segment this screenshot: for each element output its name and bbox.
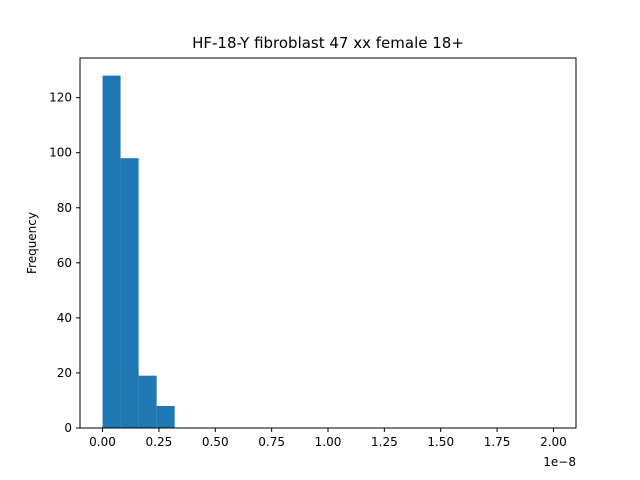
x-tick-label-5: 1.00	[315, 435, 342, 449]
y-tick-label-3: 40	[57, 311, 72, 325]
y-axis-ticks: 0 20 40 60 80 100 120	[49, 91, 80, 435]
x-tick-label-3: 0.50	[202, 435, 229, 449]
x-axis-offset-label: 1e−8	[543, 455, 576, 469]
y-tick-label-4: 60	[57, 256, 72, 270]
y-tick-label-1: 0	[64, 421, 72, 435]
histogram-bars	[102, 75, 175, 429]
y-tick-label-7: 120	[49, 91, 72, 105]
y-tick-label-6: 100	[49, 146, 72, 160]
chart-title: HF-18-Y fibroblast 47 xx female 18+	[192, 34, 464, 52]
y-axis-label: Frequency	[25, 212, 39, 274]
x-tick-label-8: 1.75	[484, 435, 511, 449]
histogram-bar-4	[156, 405, 175, 428]
x-tick-label-9: 2.00	[540, 435, 567, 449]
x-tick-label-4: 0.75	[258, 435, 285, 449]
y-tick-label-2: 20	[57, 366, 72, 380]
histogram-bar-2	[120, 158, 139, 429]
x-tick-label-7: 1.50	[427, 435, 454, 449]
histogram-bar-3	[138, 375, 157, 428]
histogram-bar-1	[102, 75, 121, 428]
x-tick-label-6: 1.25	[371, 435, 398, 449]
y-tick-label-5: 80	[57, 201, 72, 215]
x-tick-label-1: 0.00	[89, 435, 116, 449]
x-axis-ticks: 0.00 0.25 0.50 0.75 1.00 1.25 1.50 1.75 2.00	[89, 428, 567, 449]
plot-frame	[79, 57, 577, 429]
x-tick-label-2: 0.25	[146, 435, 173, 449]
